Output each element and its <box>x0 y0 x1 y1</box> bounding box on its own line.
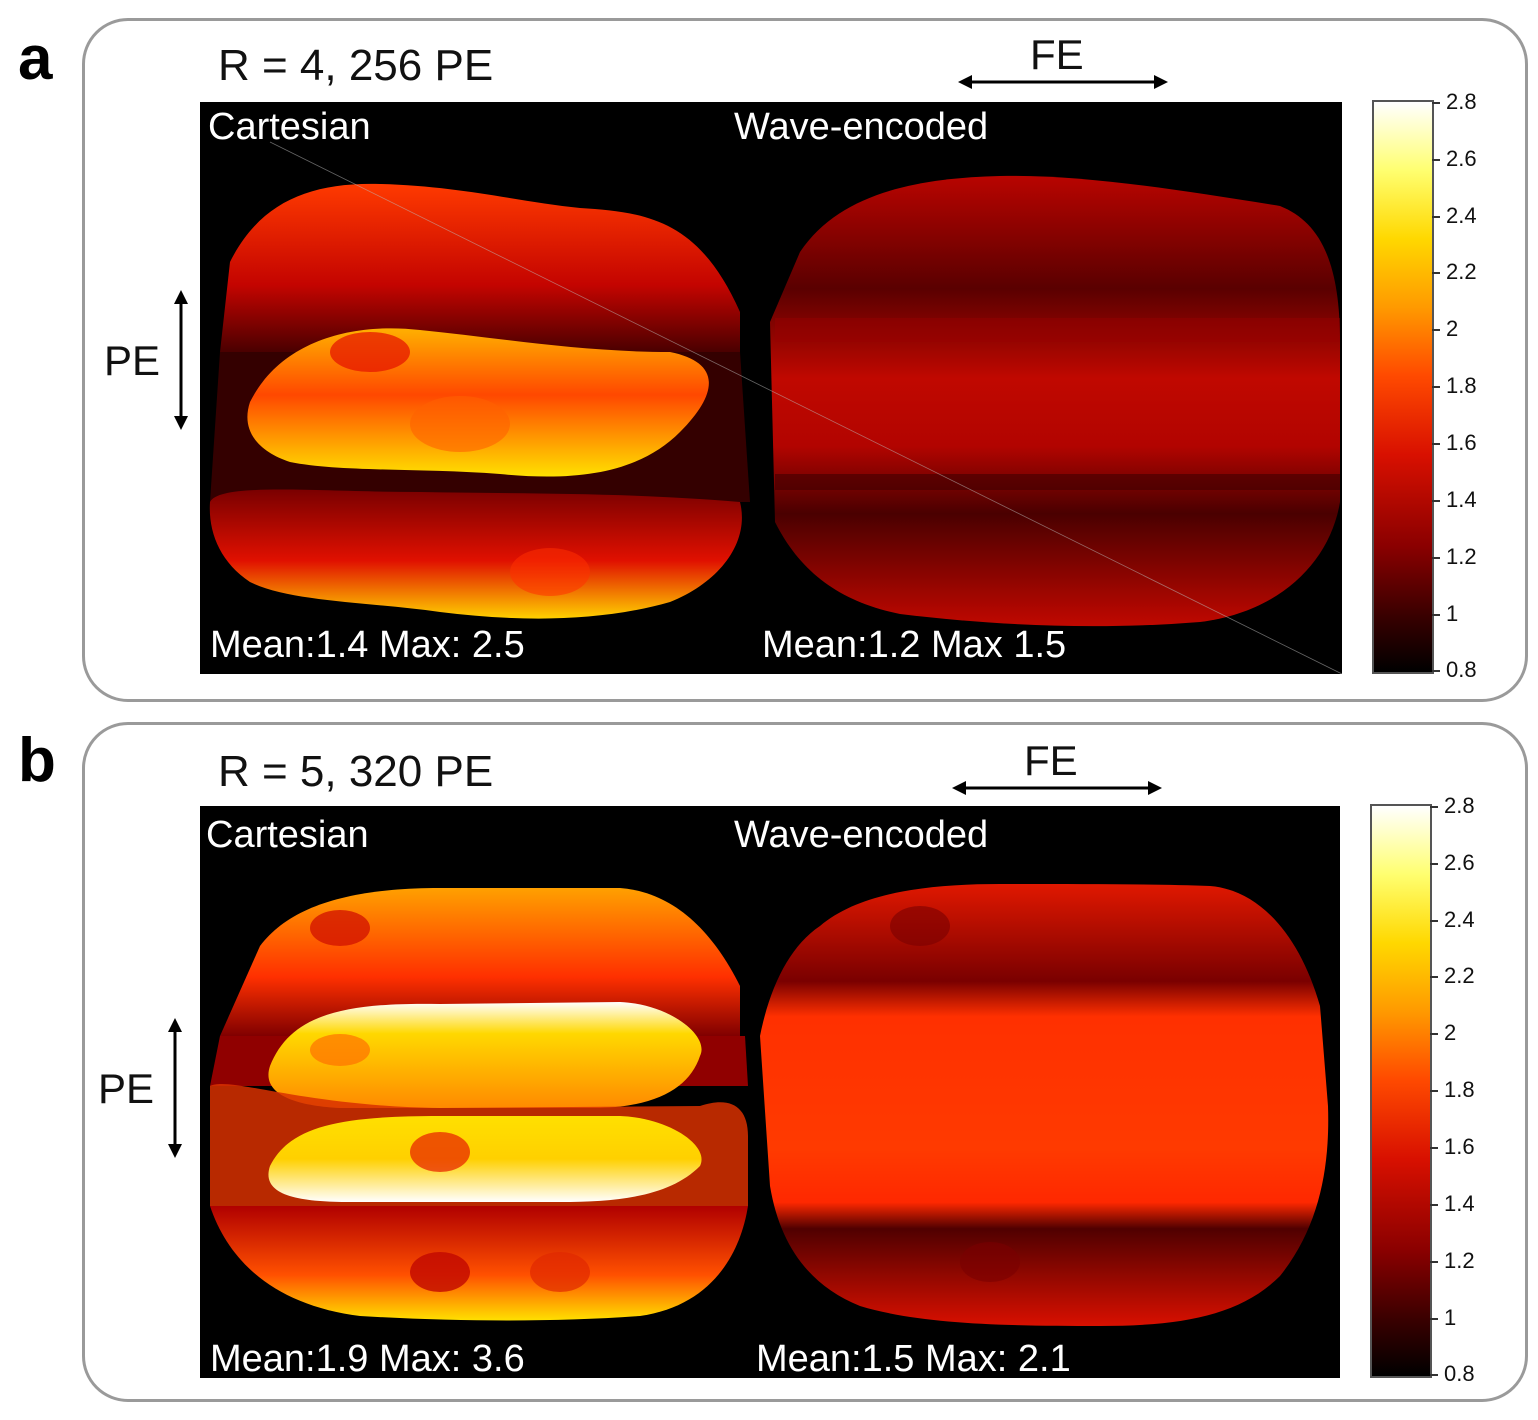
cb-tick: 1.2 <box>1430 1248 1475 1273</box>
diagonal-artifact-a <box>269 141 1342 674</box>
cartesian-map-b <box>210 888 748 1321</box>
cb-tick: 2.8 <box>1432 89 1477 114</box>
fe-label-b: FE <box>1024 737 1078 784</box>
wave-map-a <box>770 175 1340 627</box>
cb-tick: 2.6 <box>1432 146 1477 171</box>
pe-arrow-b <box>168 1018 182 1158</box>
cb-tick: 2.2 <box>1432 259 1477 284</box>
cartesian-label-b: Cartesian <box>206 814 369 856</box>
wave-stats-b: Mean:1.5 Max: 2.1 <box>756 1338 1071 1378</box>
colorbar-a <box>1372 100 1434 674</box>
cb-tick: 2.2 <box>1430 963 1475 988</box>
colorbar-ticks-b: 2.8 2.6 2.4 2.2 2 1.8 1.6 1.4 1.2 1 0.8 <box>1429 795 1504 1385</box>
cb-tick: 2 <box>1431 316 1459 341</box>
colorbar-b <box>1370 804 1432 1378</box>
colorbar-ticks-a: 2.8 2.6 2.4 2.2 2 1.8 1.6 1.4 1.2 1 0.8 <box>1431 91 1506 681</box>
cb-tick: 0.8 <box>1432 657 1477 682</box>
cb-tick: 0.8 <box>1430 1361 1475 1386</box>
fe-label-a: FE <box>1030 31 1084 78</box>
cb-tick: 2.4 <box>1430 907 1475 932</box>
cb-tick: 1.6 <box>1432 430 1477 455</box>
cb-tick: 2.8 <box>1430 793 1475 818</box>
wave-map-b <box>760 884 1329 1326</box>
panel-b-title: R = 5, 320 PE <box>218 747 494 796</box>
map-shapes-a <box>209 141 1342 674</box>
cb-tick: 2.4 <box>1432 203 1477 228</box>
cb-tick: 1.6 <box>1430 1134 1475 1159</box>
pe-label-a: PE <box>104 337 161 384</box>
cb-tick: 1.8 <box>1430 1077 1475 1102</box>
fe-arrow-a <box>958 75 1168 89</box>
panel-letter-b: b <box>18 726 56 795</box>
map-area-b: Cartesian Wave-encoded Mean:1.9 Max: 3.6… <box>200 806 1340 1378</box>
cb-tick: 1 <box>1429 1305 1457 1330</box>
pe-label-b: PE <box>98 1065 155 1112</box>
wave-label-b: Wave-encoded <box>734 814 989 856</box>
cb-tick: 1.4 <box>1430 1191 1475 1216</box>
wave-stats-a: Mean:1.2 Max 1.5 <box>762 624 1067 666</box>
cartesian-stats-a: Mean:1.4 Max: 2.5 <box>210 624 525 666</box>
cb-tick: 2 <box>1429 1020 1457 1045</box>
cb-tick: 1 <box>1431 601 1459 626</box>
wave-label-a: Wave-encoded <box>734 106 989 148</box>
cartesian-label-a: Cartesian <box>208 106 371 148</box>
cartesian-map-a <box>209 183 750 619</box>
cb-tick: 1.2 <box>1432 544 1477 569</box>
cb-tick: 2.6 <box>1430 850 1475 875</box>
cartesian-stats-b: Mean:1.9 Max: 3.6 <box>210 1338 525 1378</box>
panel-a-title: R = 4, 256 PE <box>218 41 494 90</box>
fe-arrow-b <box>952 781 1162 795</box>
map-shapes-b <box>210 884 1329 1326</box>
cb-tick: 1.8 <box>1432 373 1477 398</box>
pe-arrow-a <box>174 290 188 430</box>
map-area-a: Cartesian Wave-encoded Mean:1.4 Max: 2.5… <box>200 102 1342 674</box>
panel-letter-a: a <box>18 24 53 93</box>
cb-tick: 1.4 <box>1432 487 1477 512</box>
